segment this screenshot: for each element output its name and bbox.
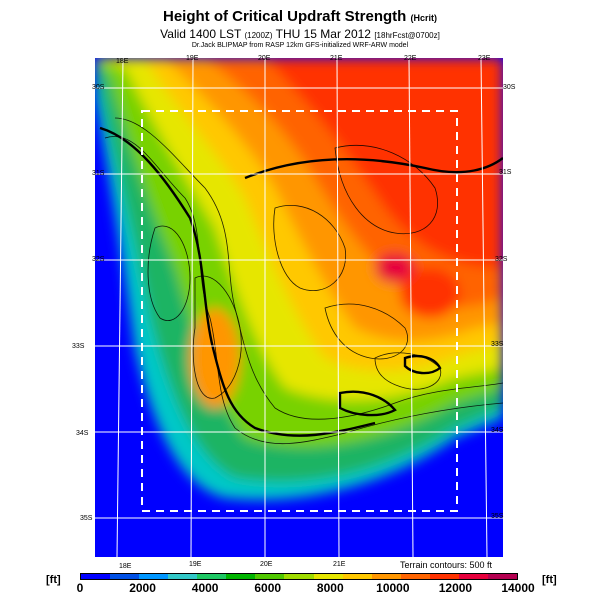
lon-label-bottom: 19E	[189, 561, 202, 568]
lon-label-top: 22E	[404, 55, 417, 62]
model-credit: Dr.Jack BLIPMAP from RASP 12km GFS-initi…	[191, 42, 409, 49]
colorbar-swatch	[400, 574, 430, 579]
colorbar-unit-left: [ft]	[46, 574, 61, 586]
lon-label-top: 20E	[258, 55, 271, 62]
lon-label-bottom: 21E	[333, 561, 346, 568]
colorbar-swatch	[342, 574, 372, 579]
lat-lon-grid	[95, 58, 503, 557]
terrain-contour-note: Terrain contours: 500 ft	[400, 560, 493, 570]
lat-label-right: 31S	[499, 169, 512, 176]
colorbar-swatch	[284, 574, 314, 579]
lon-label-top: 19E	[186, 55, 199, 62]
colorbar-tick-label: 8000	[316, 581, 344, 595]
lat-label-left: 32S	[92, 256, 105, 263]
lat-label-left: 35S	[80, 515, 93, 522]
colorbar-tick-label: 0	[76, 581, 84, 595]
colorbar-swatch	[110, 574, 140, 579]
lat-label-left: 31S	[92, 170, 105, 177]
colorbar-tick-label: 14000	[501, 581, 535, 595]
colorbar-tick-label: 10000	[376, 581, 410, 595]
colorbar-swatch	[429, 574, 459, 579]
colorbar-tick-label: 12000	[438, 581, 473, 595]
map-title: Height of Critical Updraft Strength (Hcr…	[162, 8, 437, 25]
lat-label-left: 33S	[72, 343, 85, 350]
colorbar-swatch	[487, 574, 517, 579]
colorbar-tick-label: 6000	[254, 581, 282, 595]
lat-label-right: 34S	[491, 427, 504, 434]
lat-label-right: 35S	[491, 513, 504, 520]
lon-label-bottom: 20E	[260, 561, 273, 568]
lon-label-top: 18E	[116, 58, 129, 65]
lat-label-right: 32S	[495, 256, 508, 263]
lat-label-left: 30S	[92, 84, 105, 91]
lat-label-right: 33S	[491, 341, 504, 348]
colorbar-swatch	[81, 574, 111, 579]
lat-label-right: 30S	[503, 84, 516, 91]
colorbar-swatch	[255, 574, 285, 579]
colorbar-swatch	[226, 574, 256, 579]
map-canvas	[95, 58, 503, 557]
hcrit-map	[95, 58, 503, 557]
colorbar	[80, 573, 518, 580]
valid-time: Valid 1400 LST (1200Z) THU 15 Mar 2012 […	[160, 27, 440, 41]
lon-label-bottom: 18E	[119, 563, 132, 570]
colorbar-tick-label: 2000	[129, 581, 156, 595]
lon-label-top: 23E	[478, 55, 491, 62]
colorbar-swatch	[139, 574, 169, 579]
domain-boundary	[141, 110, 458, 512]
colorbar-unit-right: [ft]	[542, 574, 557, 586]
colorbar-swatch	[168, 574, 198, 579]
colorbar-swatch	[371, 574, 401, 579]
colorbar-swatch	[313, 574, 343, 579]
colorbar-swatch	[197, 574, 227, 579]
lat-label-left: 34S	[76, 430, 89, 437]
colorbar-swatch	[458, 574, 488, 579]
colorbar-tick-label: 4000	[191, 581, 219, 595]
lon-label-top: 21E	[330, 55, 343, 62]
